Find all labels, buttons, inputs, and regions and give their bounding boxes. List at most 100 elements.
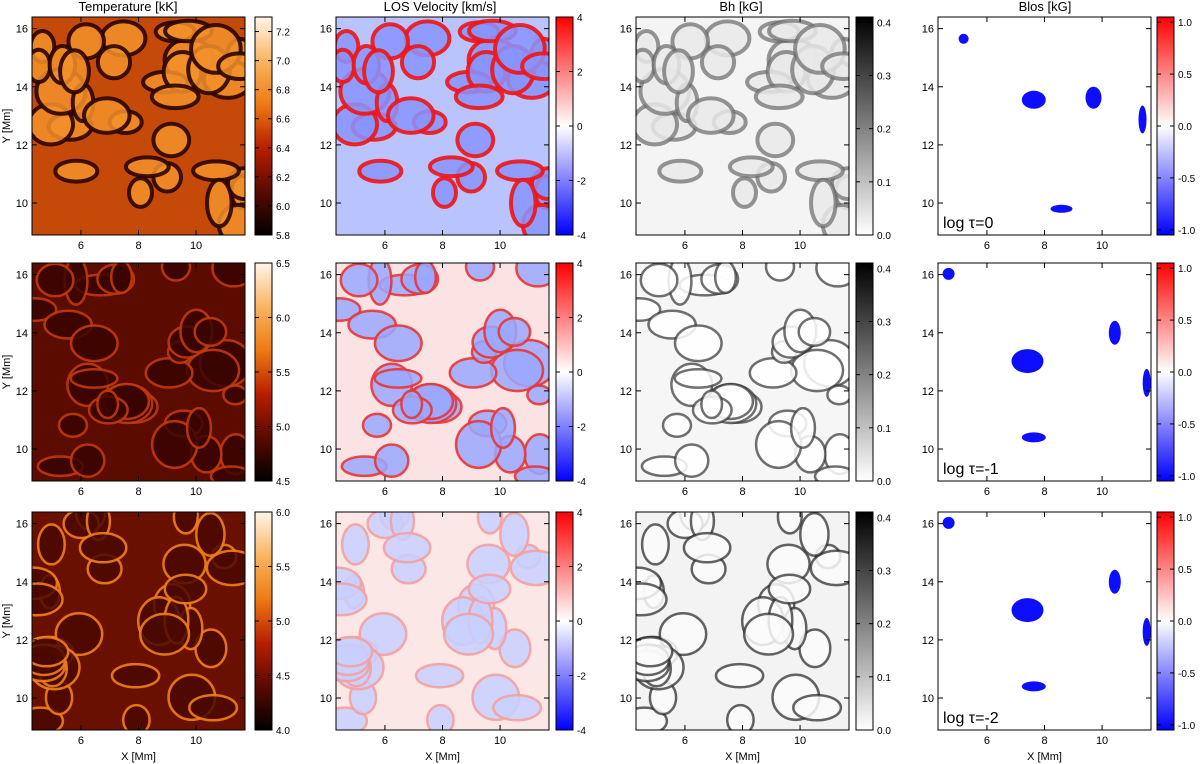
y-tick-label: 12: [922, 635, 934, 647]
x-tick-label: 6: [984, 486, 990, 498]
granule: [336, 636, 374, 668]
x-axis-label: X [Mm]: [425, 751, 460, 763]
column-title-blos: Blos [kG]: [1019, 0, 1072, 14]
y-tick-label: 12: [620, 386, 632, 398]
y-tick-label: 16: [620, 24, 632, 36]
x-tick-label: 8: [739, 735, 745, 747]
colorbar-tick-label: 7.0: [276, 57, 290, 68]
granule: [185, 406, 213, 449]
optical-depth-label: log τ=-1: [943, 461, 999, 478]
colorbar-tick-label: 6.5: [276, 259, 290, 270]
colorbar-tick-label: 0.2: [877, 620, 891, 631]
colorbar-tick-label: 4.0: [276, 726, 290, 737]
y-tick-label: 10: [620, 693, 632, 705]
granule: [509, 549, 549, 587]
granule: [809, 549, 849, 587]
granule: [209, 465, 245, 481]
y-tick-label: 12: [320, 140, 332, 152]
x-tick-label: 6: [382, 240, 388, 252]
y-tick-label: 14: [620, 328, 632, 340]
granule: [1071, 575, 1112, 604]
x-tick-label: 10: [494, 735, 506, 747]
x-tick-label: 6: [78, 735, 84, 747]
granule: [497, 316, 532, 348]
granule: [362, 48, 395, 95]
optical-depth-label: log τ=0: [943, 215, 993, 232]
y-tick-label: 12: [16, 140, 28, 152]
flux-patch: [1108, 320, 1121, 345]
colorbar-tick-label: 0.4: [877, 513, 891, 524]
colorbar-tick-label: -1.0: [1178, 721, 1196, 732]
y-tick-label: 16: [320, 270, 332, 282]
granule: [1035, 178, 1058, 207]
granule: [413, 263, 438, 295]
granule: [1003, 391, 1024, 418]
granule: [1068, 253, 1096, 280]
y-tick-label: 16: [620, 519, 632, 531]
granule: [961, 161, 1003, 182]
heatmap-image: [32, 17, 245, 235]
granule: [966, 50, 995, 92]
y-tick-label: 16: [16, 270, 28, 282]
granule: [797, 316, 832, 348]
granule: [361, 412, 393, 438]
granule: [1017, 261, 1038, 293]
granule: [431, 176, 458, 209]
y-tick-label: 10: [16, 198, 28, 210]
x-tick-label: 10: [794, 735, 806, 747]
x-tick-label: 10: [1096, 240, 1108, 252]
y-tick-label: 14: [922, 577, 934, 589]
granule: [1099, 161, 1145, 180]
x-tick-label: 10: [190, 240, 202, 252]
y-tick-label: 10: [922, 444, 934, 456]
panel-temperature-row-1: 6 8 10 10 12 14 16 5.8 6.0 6.2 6.4 6.6 6.8 7.0 7.2: [16, 16, 290, 252]
x-tick-label: 8: [739, 486, 745, 498]
granule: [1117, 467, 1158, 486]
colorbar-tick-label: 0.3: [877, 566, 891, 577]
colorbar-tick-label: 0.5: [1178, 316, 1192, 327]
colorbar-tick-label: 6.6: [276, 115, 290, 126]
granule: [32, 636, 70, 668]
granule: [57, 412, 89, 438]
colorbar-tick-label: -2: [577, 672, 586, 683]
granule: [427, 155, 475, 179]
flux-patch: [942, 516, 955, 529]
panel-los-velocity-row-2: 6 8 10 10 12 14 16 -4 -2 0 2 4: [320, 259, 587, 498]
flux-patch: [1050, 204, 1073, 213]
colorbar-tick-label: 0.2: [877, 371, 891, 382]
granule: [69, 443, 106, 478]
colorbar-tick-label: -2: [577, 177, 586, 188]
granule: [682, 531, 732, 564]
granule: [211, 263, 245, 288]
y-tick-label: 16: [16, 519, 28, 531]
granule: [336, 582, 368, 617]
column-title-temperature: Temperature [kK]: [79, 0, 178, 14]
y-tick-label: 10: [922, 693, 934, 705]
granule: [425, 703, 455, 730]
x-axis-label: X [Mm]: [1027, 751, 1062, 763]
granule: [222, 384, 245, 406]
x-tick-label: 6: [382, 735, 388, 747]
colorbar-tick-label: 2: [577, 563, 583, 574]
y-tick-label: 10: [16, 444, 28, 456]
flux-patch: [1142, 368, 1151, 397]
colorbar-tick-label: 0.2: [877, 125, 891, 136]
granule: [476, 512, 503, 535]
colorbar-tick-label: 0.5: [1178, 565, 1192, 576]
panel-los-velocity-row-3: 6 8 10 10 12 14 16 -4 -2 0 2 4: [320, 508, 587, 747]
column-title-bh: Bh [kG]: [719, 0, 762, 14]
granule: [714, 662, 765, 689]
granule: [965, 414, 993, 437]
colorbar: [254, 16, 273, 236]
granule: [699, 44, 737, 81]
granule: [339, 263, 379, 298]
granule: [386, 96, 436, 135]
x-tick-label: 10: [494, 486, 506, 498]
granule: [58, 48, 91, 95]
flux-patch: [1021, 681, 1046, 692]
granule: [96, 389, 120, 420]
granule: [193, 316, 228, 348]
y-tick-label: 16: [620, 270, 632, 282]
panel-temperature-row-2: 6 8 10 10 12 14 16 4.5 5.0 5.5 6.0 6.5: [16, 259, 291, 498]
colorbar-tick-label: 6.4: [276, 144, 290, 155]
